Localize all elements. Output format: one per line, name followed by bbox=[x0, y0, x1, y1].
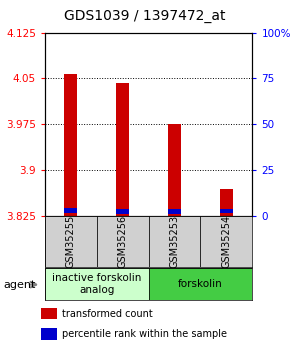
Bar bbox=[41, 328, 57, 340]
Text: percentile rank within the sample: percentile rank within the sample bbox=[62, 329, 227, 339]
Bar bbox=[41, 308, 57, 319]
Text: GDS1039 / 1397472_at: GDS1039 / 1397472_at bbox=[64, 9, 226, 22]
Bar bbox=[116, 83, 129, 216]
Bar bbox=[220, 189, 233, 216]
Bar bbox=[168, 209, 181, 214]
Bar bbox=[45, 216, 97, 267]
Text: GSM35254: GSM35254 bbox=[221, 215, 231, 268]
Text: GSM35256: GSM35256 bbox=[118, 215, 128, 268]
Bar bbox=[148, 216, 200, 267]
Bar bbox=[148, 268, 252, 300]
Bar bbox=[220, 209, 233, 213]
Bar bbox=[45, 268, 148, 300]
Text: inactive forskolin
analog: inactive forskolin analog bbox=[52, 274, 142, 295]
Text: GSM35255: GSM35255 bbox=[66, 215, 76, 268]
Bar bbox=[97, 216, 148, 267]
Text: transformed count: transformed count bbox=[62, 308, 153, 318]
Bar bbox=[168, 124, 181, 216]
Text: forskolin: forskolin bbox=[178, 279, 223, 289]
Bar bbox=[64, 208, 77, 213]
Text: agent: agent bbox=[3, 280, 35, 289]
Text: GSM35253: GSM35253 bbox=[170, 215, 180, 268]
Bar bbox=[64, 74, 77, 216]
Bar bbox=[116, 209, 129, 214]
Bar bbox=[200, 216, 252, 267]
